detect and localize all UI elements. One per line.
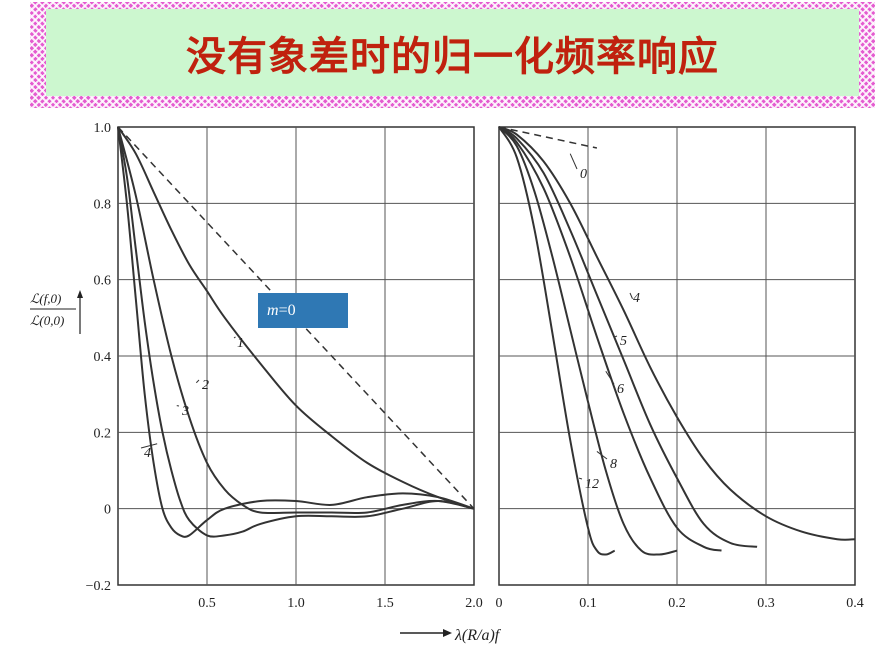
title-banner-inner: 没有象差时的归一化频率响应 <box>46 9 859 96</box>
axis-labels: ℒ(f,0) ℒ(0,0) λ(R/a)f <box>30 290 502 644</box>
series-label-6: 6 <box>617 382 624 397</box>
x-tick-label: 0.5 <box>198 596 216 611</box>
series-line-0 <box>117 126 475 510</box>
title-banner: 没有象差时的归一化频率响应 <box>30 2 875 108</box>
series-label-leader-0 <box>569 153 578 170</box>
y-tick-label: 0.4 <box>94 350 112 365</box>
series-line-4 <box>117 126 475 538</box>
x-tick-label: 0.2 <box>668 596 686 611</box>
series-label-2: 2 <box>202 378 209 393</box>
series-line-5 <box>498 126 758 548</box>
series-label-leader-4 <box>140 443 158 449</box>
series-label-leader-5 <box>614 335 618 338</box>
series-label-5: 5 <box>620 334 627 349</box>
series-label-8: 8 <box>610 457 617 472</box>
y-tick-label: 0.2 <box>94 426 112 441</box>
slide-title: 没有象差时的归一化频率响应 <box>186 33 719 80</box>
x-tick-label: 0.1 <box>579 596 597 611</box>
series-label-4: 4 <box>633 291 640 306</box>
left-panel: 0.5 1.0 1.5 2.0 1.0 0.8 0.6 0.4 0.2 0 −0.2 1 23 4 <box>86 121 483 611</box>
series-label-leader-2 <box>195 379 200 384</box>
series-line-3 <box>117 126 475 538</box>
x-tick-label: 0.3 <box>757 596 775 611</box>
series-line-8 <box>498 126 678 556</box>
series-label-leader-4 <box>629 292 633 299</box>
m-zero-annotation-box: m =0 <box>258 293 348 328</box>
x-tick-label: 2.0 <box>465 596 483 611</box>
right-panel: 0 0.1 0.2 0.3 0.4 0 4 5 6 8 12 <box>496 126 864 611</box>
series-label-4: 4 <box>144 446 151 461</box>
series-label-12: 12 <box>585 477 599 492</box>
series-label-3: 3 <box>181 404 189 419</box>
y-axis-label-denominator: ℒ(0,0) <box>30 313 64 328</box>
y-axis-label-numerator: ℒ(f,0) <box>30 291 61 306</box>
series-line-12 <box>498 126 616 556</box>
x-tick-label: 1.0 <box>287 596 305 611</box>
y-axis-arrowhead <box>77 290 83 298</box>
y-tick-label: 0.8 <box>94 197 112 212</box>
x-tick-label: 0 <box>496 596 503 611</box>
series-label-leader-8 <box>596 451 608 460</box>
series-line-4 <box>498 126 856 541</box>
y-tick-label: −0.2 <box>86 579 111 594</box>
series-label-0: 0 <box>580 167 587 182</box>
series-line-6 <box>498 126 722 552</box>
x-tick-label: 0.4 <box>846 596 864 611</box>
series-label-1: 1 <box>237 336 244 351</box>
x-axis-arrowhead <box>443 629 452 637</box>
series-label-leader-1 <box>233 336 236 339</box>
y-tick-label: 1.0 <box>94 121 112 136</box>
x-axis-label: λ(R/a)f <box>454 627 502 644</box>
x-tick-label: 1.5 <box>376 596 394 611</box>
y-tick-label: 0.6 <box>94 274 112 289</box>
series-line-1 <box>117 126 475 510</box>
series-label-leader-12 <box>578 477 583 480</box>
y-tick-label: 0 <box>104 503 111 518</box>
series-label-leader-6 <box>605 370 615 385</box>
